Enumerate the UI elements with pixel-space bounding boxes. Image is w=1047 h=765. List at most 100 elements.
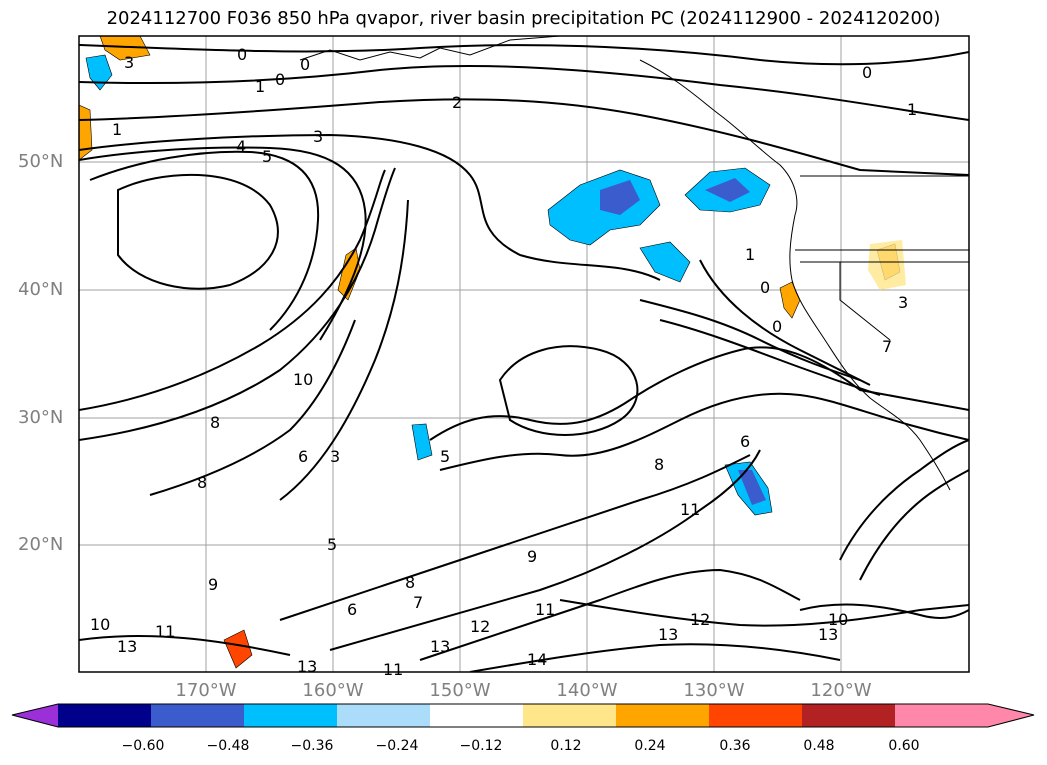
contour-label: 4 (236, 137, 246, 156)
contour-11 (329, 449, 761, 651)
contour-label: 0 (275, 70, 285, 89)
lon-label-140w: 140°W (556, 680, 618, 701)
chart-title: 2024112700 F036 850 hPa qvapor, river ba… (106, 8, 941, 29)
contour-label: 1 (112, 120, 122, 139)
precip-orange-ridge (337, 247, 361, 301)
qvapor-contours (79, 44, 969, 672)
contour-label: 8 (405, 573, 415, 592)
contour-label: 8 (210, 413, 220, 432)
state-border-ca-nv (839, 262, 891, 341)
colorbar-segment (151, 704, 245, 727)
contour-2 (79, 98, 969, 176)
contour-label: 1 (745, 245, 755, 264)
contour-high-loop (117, 173, 279, 290)
lon-label-160w: 160°W (302, 680, 364, 701)
colorbar-tick: −0.36 (290, 738, 334, 754)
contour-label: 14 (527, 650, 547, 669)
precip-blob-mid (639, 241, 691, 283)
colorbar-segment (244, 704, 338, 727)
colorbar-segment (895, 704, 989, 727)
precipitation-fill (79, 36, 906, 669)
colorbar-tick: −0.60 (121, 738, 165, 754)
colorbar-tick: 0.36 (719, 738, 751, 754)
contour-4 (79, 146, 367, 341)
contour-13b (559, 599, 969, 627)
lon-label-150w: 150°W (429, 680, 491, 701)
contour-0 (79, 44, 969, 66)
contour-label: 8 (197, 473, 207, 492)
precip-blob-150w (411, 423, 433, 461)
colorbar-segment (337, 704, 431, 727)
contour-label: 6 (347, 600, 357, 619)
colorbar-outline (11, 703, 1035, 728)
colorbar-segment (616, 704, 710, 727)
graticule (79, 36, 969, 672)
contour-label: 12 (690, 610, 710, 629)
colorbar-tick: −0.12 (459, 738, 503, 754)
colorbar-segment (802, 704, 896, 727)
contour-label: 13 (430, 637, 450, 656)
colorbar-tick: 0.24 (634, 738, 666, 754)
contour-sw-coast (839, 439, 969, 561)
contour-label: 11 (680, 500, 700, 519)
contour-12 (419, 568, 801, 661)
contour-label: 0 (237, 45, 247, 64)
coastlines (299, 36, 969, 491)
colorbar-segments (12, 704, 1034, 727)
colorbar-segment (523, 704, 617, 727)
contour-label: 0 (772, 317, 782, 336)
lat-label-30n: 30°N (18, 407, 64, 428)
contour-label: 3 (313, 127, 323, 146)
contour-label: 7 (413, 593, 423, 612)
contour-label: 0 (760, 278, 770, 297)
contour-label: 3 (124, 53, 134, 72)
contour-label: 5 (327, 535, 337, 554)
contour-label: 10 (828, 610, 848, 629)
contour-label: 10 (293, 370, 313, 389)
contour-label: 7 (882, 337, 892, 356)
contour-3 (79, 133, 661, 281)
contour-label: 10 (90, 615, 110, 634)
contour-13a (79, 634, 291, 656)
colorbar-tick: −0.48 (206, 738, 250, 754)
contour-10-east (799, 603, 969, 619)
contour-label: 13 (658, 625, 678, 644)
alaska-coast (299, 36, 561, 61)
contour-loop-center (498, 345, 639, 436)
contour-label: 13 (818, 625, 838, 644)
lat-label-40n: 40°N (18, 279, 64, 300)
precip-orange-sw (223, 629, 253, 669)
colorbar-tick: 0.48 (803, 738, 835, 754)
us-west-coast (789, 214, 951, 491)
contour-sw-coast-b (859, 469, 969, 581)
contour-10a (79, 169, 386, 411)
contour-label: 3 (330, 447, 340, 466)
lon-label-120w: 120°W (810, 680, 872, 701)
precip-orange-light-sierra (868, 240, 906, 290)
colorbar-extend-high (988, 704, 1034, 727)
precip-orange-nw (99, 36, 151, 61)
contour-label: 6 (740, 432, 750, 451)
lat-label-50n: 50°N (18, 151, 64, 172)
colorbar-segment (709, 704, 803, 727)
precip-core-subtropic (738, 470, 766, 505)
colorbar-tick: 0.60 (888, 738, 920, 754)
contour-label: 13 (117, 637, 137, 656)
contour-label: 1 (255, 77, 265, 96)
contour-10c (279, 199, 409, 501)
contour-9 (279, 454, 751, 621)
colorbar-segment (58, 704, 152, 727)
colorbar-extend-low (12, 704, 58, 727)
contour-label: 2 (452, 93, 462, 112)
contour-label: 0 (862, 63, 872, 82)
contour-label: 1 (907, 100, 917, 119)
contour-label: 13 (297, 657, 317, 676)
contour-labels: 0 0 0 0 1 1 1 1 2 3 3 3 4 5 5 5 6 6 6 8 … (90, 45, 917, 679)
contour-label: 0 (300, 55, 310, 74)
map-area (79, 36, 969, 672)
contour-5 (89, 150, 320, 331)
contour-label: 5 (440, 447, 450, 466)
contour-label: 5 (262, 147, 272, 166)
